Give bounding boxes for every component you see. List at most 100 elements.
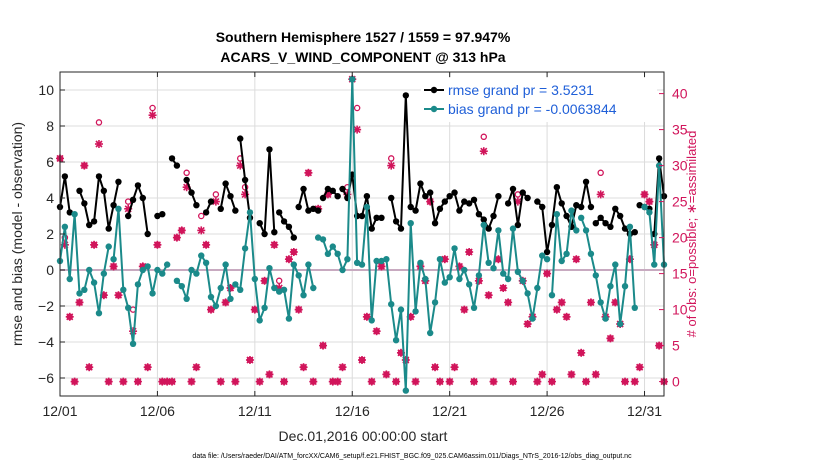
rmse-point [524,194,531,202]
bias-point [105,243,112,250]
x-tick-label: 12/16 [335,403,370,419]
bias-point [120,286,127,293]
bias-point [582,227,590,234]
bias-point [124,304,132,311]
bias-point [353,259,361,266]
rmse-point [319,194,327,202]
rmse-point [227,193,234,200]
bias-point [392,337,400,344]
y-tick-label: 8 [46,118,54,134]
rmse-point [543,248,551,256]
obs-assimilated-marker [591,370,600,379]
obs-assimilated-marker [621,377,630,386]
rmse-point [539,203,546,211]
obs-assimilated-marker [606,334,615,343]
bias-point [295,272,302,279]
x-tick-label: 12/11 [238,403,272,419]
rmse-point [193,202,200,209]
rmse-point [183,176,190,184]
rmse-point [100,187,108,194]
rmse-point [300,185,307,193]
rmse-point [514,221,522,229]
bias-point [504,275,512,283]
obs-assimilated-marker [392,377,401,386]
rmse-point [159,211,166,218]
y-axis-label: rmse and bias (model - observation) [9,122,25,346]
y-tick-label: −2 [38,298,54,314]
obs-assimilated-marker [562,312,571,321]
legend-bias-label: bias grand pr = -0.0063844 [448,101,617,117]
bias-point [577,214,585,221]
bias-point [134,281,142,288]
obs-assimilated-marker [177,226,186,235]
bias-point [539,252,546,259]
rmse-point [616,212,624,220]
obs-assimilated-marker [70,377,79,386]
y-tick-label: 6 [46,154,54,170]
rmse-point [388,194,395,202]
bias-point [256,317,263,324]
rmse-point [402,92,410,99]
bias-point [280,286,288,293]
rmse-point [426,189,434,196]
bias-point [480,221,487,229]
obs-assimilated-marker [299,363,308,372]
obs-assimilated-marker [80,161,89,170]
obs-assimilated-marker [172,233,181,242]
bias-point [534,284,541,292]
bias-point [212,302,220,310]
obs-assimilated-marker [65,312,74,321]
obs-assimilated-marker [630,377,639,386]
obs-assimilated-marker [187,377,196,386]
rmse-point [173,162,181,169]
rmse-point [470,196,478,203]
bias-point [334,250,341,257]
rmse-point [655,155,663,162]
y-right-tick-label: 5 [672,338,680,354]
bias-point [587,250,595,257]
rmse-point [81,200,88,207]
obs-assimilated-marker [445,377,454,386]
bias-point [261,304,268,311]
bias-point [246,209,254,216]
rmse-point [275,209,283,216]
obs-possible-marker [353,104,361,112]
rmse-point [461,198,468,205]
bias-point [95,310,103,317]
rmse-point [378,214,385,221]
bias-point [490,265,497,272]
obs-assimilated-marker [270,240,279,249]
obs-assimilated-marker [533,377,542,386]
obs-assimilated-marker [372,327,381,336]
chart-subtitle: ACARS_V_WIND_COMPONENT @ 313 hPa [220,49,505,65]
obs-possible-marker [212,191,220,198]
y-tick-label: 4 [46,190,54,206]
bias-point [183,295,190,302]
bias-point [422,275,429,283]
obs-assimilated-marker [387,161,396,170]
bias-point [529,315,536,322]
rmse-point [412,207,419,214]
obs-assimilated-marker [460,305,469,314]
obs-assimilated-marker [547,377,556,386]
rmse-point [134,182,142,189]
rmse-point [305,207,312,214]
rmse-point [475,211,483,218]
y-right-tick-label: 35 [672,122,688,138]
data-file-footnote: data file: /Users/raeder/DAI/ATM_forcXX/… [192,453,632,460]
obs-assimilated-marker [104,377,113,386]
bias-point [144,263,151,270]
rmse-point [392,218,400,225]
bias-point [154,266,161,274]
rmse-point [363,193,371,200]
rmse-point [451,189,458,196]
y-tick-label: −4 [38,334,54,350]
bias-point [470,304,478,311]
rmse-point [519,189,526,196]
bias-point [71,211,78,218]
rmse-point [139,194,147,202]
bias-point [383,256,390,263]
rmse-point [232,207,239,214]
bias-point [198,252,205,259]
